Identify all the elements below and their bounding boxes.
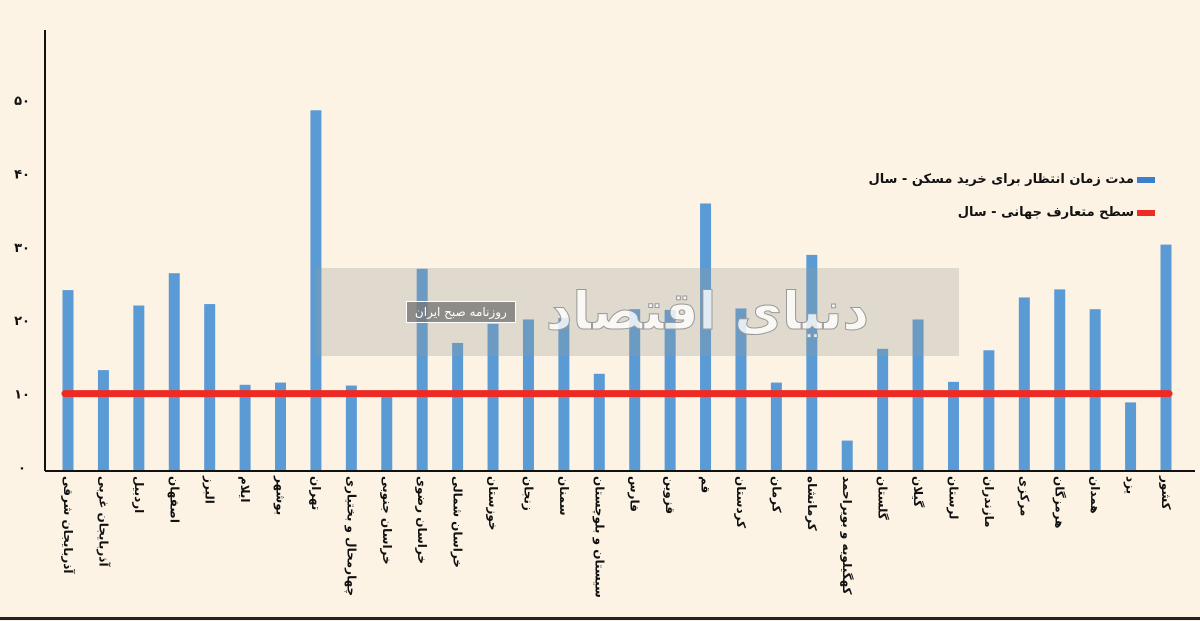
bar xyxy=(1054,289,1066,470)
x-tick-label: لرستان xyxy=(946,476,961,520)
bar xyxy=(97,370,109,470)
bar xyxy=(133,305,145,470)
bar xyxy=(1089,309,1101,470)
bar xyxy=(62,290,74,470)
bar xyxy=(983,350,995,470)
bar xyxy=(345,385,357,470)
x-tick-label: خوزستان xyxy=(486,476,501,531)
bar xyxy=(239,384,251,470)
x-tick-label: بوشهر xyxy=(273,476,288,516)
watermark-band: دنیای اقتصاد روزنامه صبح ایران xyxy=(316,268,959,356)
x-tick-label: خراسان رضوی xyxy=(415,476,430,564)
x-tick-label: تهران xyxy=(308,476,323,511)
y-tick-label: ۴۰ xyxy=(14,167,30,182)
x-tick-label: آذربایجان غربی xyxy=(96,476,111,567)
x-tick-label: مرکزی xyxy=(1017,476,1032,517)
bar xyxy=(700,203,712,470)
bar xyxy=(204,304,216,470)
bar xyxy=(947,381,959,470)
x-tick-label: کهگیلویه و بویراحمد xyxy=(840,476,855,595)
x-tick-label: اصفهان xyxy=(167,476,182,524)
bar xyxy=(664,309,676,470)
x-tick-label: مازندران xyxy=(981,476,996,528)
x-tick-label: آذربایجان شرقی xyxy=(61,476,75,574)
x-tick-label: فارس xyxy=(627,476,642,512)
x-tick-label: کرمان xyxy=(769,476,784,513)
watermark-subtitle: روزنامه صبح ایران xyxy=(405,301,516,323)
bar xyxy=(168,273,180,470)
bottom-rule xyxy=(0,617,1200,620)
x-tick-label: چهارمحال و بختیاری xyxy=(344,476,359,597)
y-tick-label: ۰ xyxy=(18,461,26,476)
bar xyxy=(381,395,393,470)
x-tick-label: قم xyxy=(698,476,713,494)
bar xyxy=(416,268,428,470)
bar xyxy=(841,440,853,470)
x-tick-label: گیلان xyxy=(911,476,926,508)
y-tick-label: ۵۰ xyxy=(14,94,30,109)
x-tick-label: گلستان xyxy=(875,476,890,520)
y-tick-label: ۲۰ xyxy=(14,314,30,329)
x-tick-label: همدان xyxy=(1088,476,1103,514)
bar xyxy=(275,382,287,470)
bar xyxy=(877,348,889,470)
x-tick-label: یزد xyxy=(1123,476,1138,495)
x-tick-label: خراسان جنوبی xyxy=(379,476,394,565)
x-tick-label: اردبیل xyxy=(131,476,146,514)
bar xyxy=(1125,402,1137,470)
x-tick-label: قزوین xyxy=(663,476,678,515)
x-tick-label: هرمزگان xyxy=(1052,476,1067,529)
x-tick-label: کردستان xyxy=(733,476,748,529)
bar xyxy=(1160,244,1172,470)
bar xyxy=(1018,297,1030,470)
x-tick-label: سیستان و بلوچستان xyxy=(592,476,607,598)
x-tick-label: خراسان شمالی xyxy=(450,476,465,568)
x-tick-label: البرز xyxy=(202,476,217,504)
legend-item-line: سطح متعارف جهانی - سال xyxy=(958,205,1155,220)
x-tick-label: کرمانشاه xyxy=(804,476,819,531)
legend-swatch-red xyxy=(1137,209,1155,216)
bar xyxy=(310,110,322,470)
bar xyxy=(806,254,818,470)
bar xyxy=(735,308,747,470)
bar xyxy=(593,373,605,470)
x-tick-label: ایلام xyxy=(238,476,253,503)
watermark-logo: دنیای اقتصاد xyxy=(545,282,870,343)
y-tick-label: ۳۰ xyxy=(14,241,30,256)
x-tick-label: کشور xyxy=(1159,476,1173,510)
bar xyxy=(452,342,464,470)
y-tick-label: ۱۰ xyxy=(14,388,30,403)
legend-label: سطح متعارف جهانی - سال xyxy=(957,205,1134,220)
bar xyxy=(629,309,641,470)
bar xyxy=(770,382,782,470)
legend-label: مدت زمان انتظار برای خرید مسکن - سال xyxy=(868,172,1134,187)
legend-swatch-blue xyxy=(1137,176,1155,183)
legend-item-bars: مدت زمان انتظار برای خرید مسکن - سال xyxy=(868,172,1155,187)
x-tick-label: سمنان xyxy=(556,476,571,516)
x-tick-label: زنجان xyxy=(521,476,536,511)
